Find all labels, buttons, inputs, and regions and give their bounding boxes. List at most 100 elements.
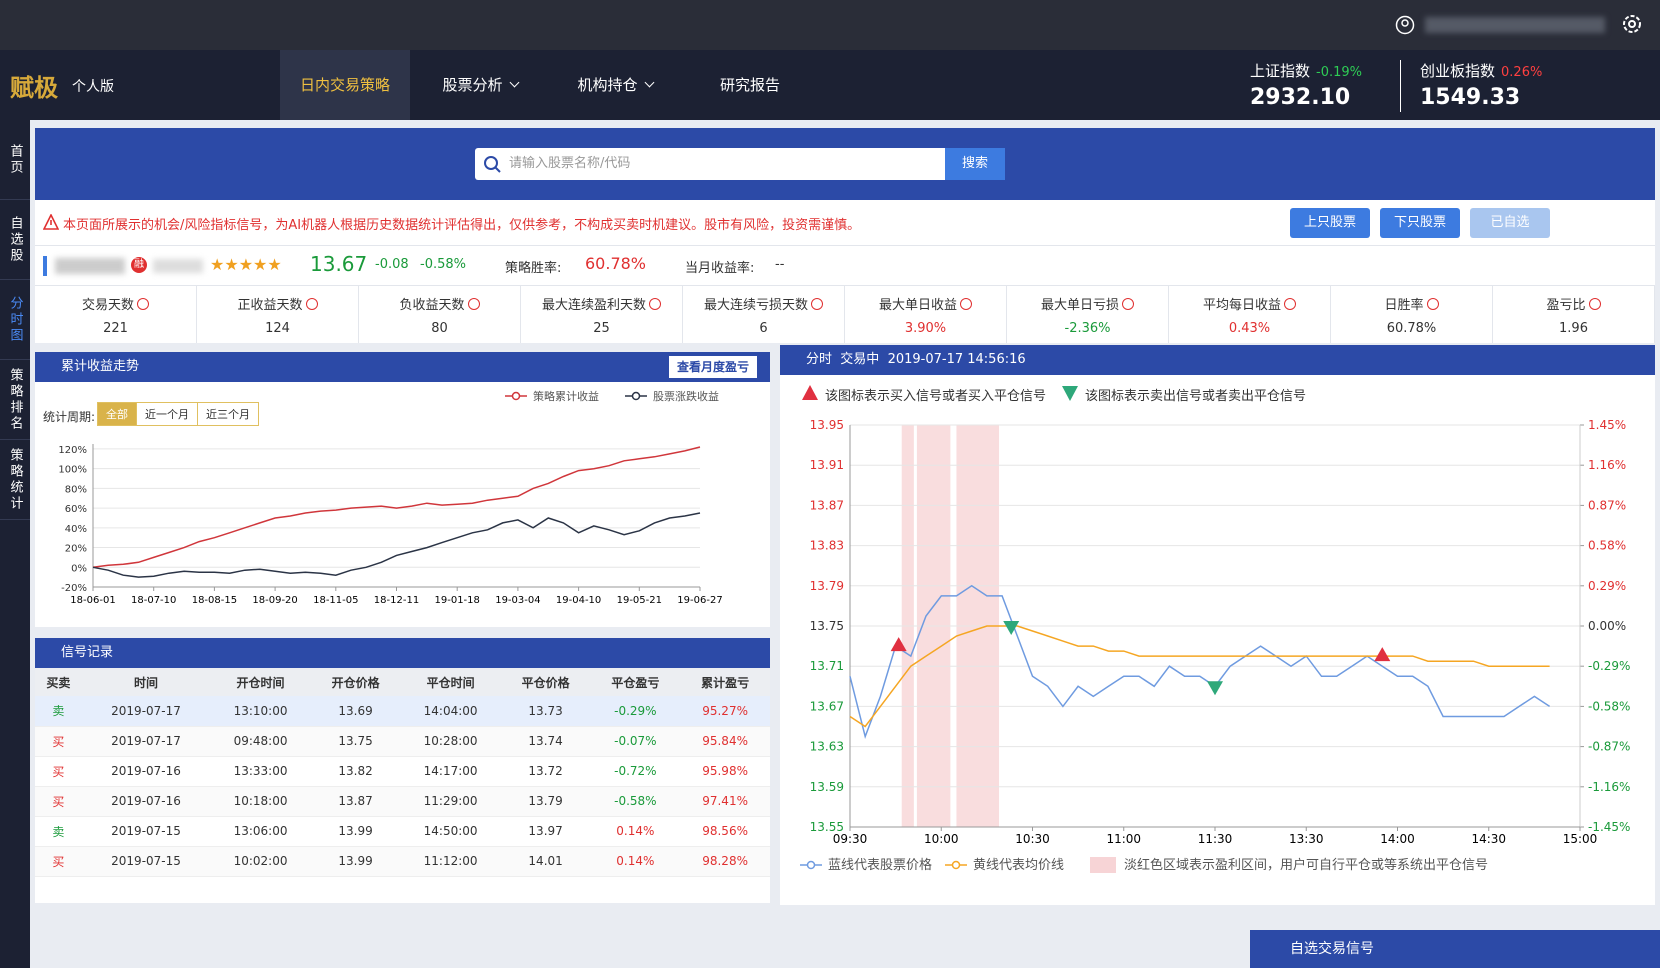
stat-cell: 最大连续盈利天数 25 [521,286,683,343]
x-tick-label: 10:30 [1015,832,1050,846]
stats-row: 交易天数 221 正收益天数 124 负收益天数 80 最大连续盈利天数 25 最大连续亏损天数… [35,285,1655,343]
y-tick-label: 100% [58,465,87,476]
table-cell: 买 [35,846,82,877]
search-button[interactable]: 搜索 [945,148,1005,180]
nav-item[interactable]: 股票分析 [415,50,545,120]
stock-name-blurred [55,258,125,274]
nav-bar: 赋极 个人版 日内交易策略 股票分析 机构持仓 研究报告 上证指数 -0.19% 2932.10… [0,50,1660,120]
legend-label: 股票涨跌收益 [653,389,719,403]
x-tick-label: 14:00 [1380,832,1415,846]
buy-icon [802,385,818,400]
index-change: 0.26% [1501,65,1543,80]
y2-tick-label: -1.45% [1588,820,1630,834]
table-cell: -0.58% [590,786,681,817]
search-icon [484,156,501,173]
search-placeholder: 请输入股票名称/代码 [509,156,631,171]
settings-icon[interactable] [1620,12,1644,36]
x-tick-label: 19-03-04 [495,595,540,606]
x-tick-label: 18-12-11 [374,595,419,606]
nav-item[interactable]: 研究报告 [719,76,780,94]
legend-dot [631,391,641,401]
status: 交易中 [840,352,880,367]
table-cell: 95.84% [680,726,770,757]
signal-marker [1003,621,1020,635]
timestamp: 2019-07-17 14:56:16 [887,352,1026,367]
signal-table: 买卖 时间 开仓时间 开仓价格 平仓时间 平仓价格 平仓盈亏 累计盈亏卖 2019-07-17 1… [35,668,770,877]
stat-value: 1.96 [1559,321,1588,336]
y-tick-label: 13.79 [810,579,844,593]
y-tick-label: 13.75 [810,619,844,633]
warning-row: 本页面所展示的机会/风险指标信号，为AI机器人根据历史数据统计评估得出，仅供参考… [35,200,1655,245]
y-tick-label: 13.83 [810,539,844,553]
stat-label: 平均每日收益 [1202,298,1281,313]
index-value: 1549.33 [1420,85,1521,110]
stat-label: 交易天数 [81,298,134,313]
stat-label: 盈亏比 [1546,298,1586,313]
y2-tick-label: 0.58% [1588,539,1626,553]
help-icon [467,298,480,310]
table-cell: 95.27% [680,696,770,727]
x-tick-label: 18-09-20 [252,595,297,606]
edition: 个人版 [72,79,114,95]
side-item[interactable]: 分时图 [0,280,30,360]
nav-button[interactable]: 上只股票 [1290,208,1370,238]
x-tick-label: 18-07-10 [131,595,176,606]
period-tab[interactable]: 近一个月 [136,403,197,425]
side-item[interactable]: 策略统计 [0,440,30,520]
table-cell: 0.14% [590,816,681,847]
table-cell: 13.72 [500,756,591,787]
table-cell: 13.79 [500,786,591,817]
period-tab[interactable]: 近三个月 [197,403,258,425]
panel-title: 信号记录 [61,645,114,660]
table-cell: -0.29% [590,696,681,727]
period-label: 统计周期: [43,410,96,424]
win-rate: 60.78% [585,254,647,273]
table-cell: 2019-07-15 [81,816,211,847]
column-header: 累计盈亏 [680,668,770,696]
x-tick-label: 15:00 [1563,832,1598,846]
nav-button[interactable]: 下只股票 [1380,208,1460,238]
side-item[interactable]: 首页 [0,120,30,200]
table-cell: 买 [35,756,82,787]
nav-button[interactable]: 已自选 [1470,208,1550,238]
period-tab[interactable]: 全部 [98,403,136,425]
y2-tick-label: 0.29% [1588,579,1626,593]
table-header: 买卖 时间 开仓时间 开仓价格 平仓时间 平仓价格 平仓盈亏 累计盈亏 [35,668,770,696]
index-change: -0.19% [1316,65,1363,80]
nav-item[interactable]: 日内交易策略 [280,50,410,120]
user-icon[interactable] [1395,15,1415,35]
y2-tick-label: 0.00% [1588,619,1626,633]
badge: 融 [131,257,147,273]
panel-header: 累计收益走势 [35,352,770,382]
table-cell: 10:28:00 [400,726,501,757]
table-row: 卖 2019-07-15 13:06:00 13.99 14:50:00 13.97 0.1… [35,816,770,847]
table-row: 买 2019-07-17 09:48:00 13.75 10:28:00 13.74 -0.… [35,726,770,757]
index-name: 上证指数 [1250,62,1311,80]
table-cell: 13.97 [500,816,591,847]
stat-value: 0.43% [1228,321,1271,336]
table-body: 卖 2019-07-17 13:10:00 13.69 14:04:00 13.73 -0.… [35,696,770,877]
table-cell: 97.41% [680,786,770,817]
column-header: 买卖 [35,668,82,696]
side-item[interactable]: 自选股 [0,200,30,280]
search-box[interactable]: 请输入股票名称/代码 [475,148,945,180]
table-cell: 14:17:00 [400,756,501,787]
table-cell: 98.56% [680,816,770,847]
sidebar: 首页 自选股 分时图 策略排名 策略统计 [0,120,30,968]
panel-title: 分时 [806,352,833,367]
footer-panel: 自选交易信号 [1250,930,1660,968]
table-cell: 14:50:00 [400,816,501,847]
table-cell: 10:18:00 [210,786,311,817]
table-cell: 13:10:00 [210,696,311,727]
y-tick-label: 80% [65,484,87,495]
help-icon [811,298,823,310]
stat-value: 221 [103,321,128,336]
stat-cell: 最大单日收益 3.90% [845,286,1007,343]
nav-item[interactable]: 机构持仓 [550,50,680,120]
x-tick-label: 11:30 [1198,832,1233,846]
y2-tick-label: -0.29% [1588,659,1630,673]
monthly-button[interactable]: 查看月度盈亏 [667,355,758,379]
table-cell: 95.98% [680,756,770,787]
side-item[interactable]: 策略排名 [0,360,30,440]
table-cell: 2019-07-16 [81,756,211,787]
